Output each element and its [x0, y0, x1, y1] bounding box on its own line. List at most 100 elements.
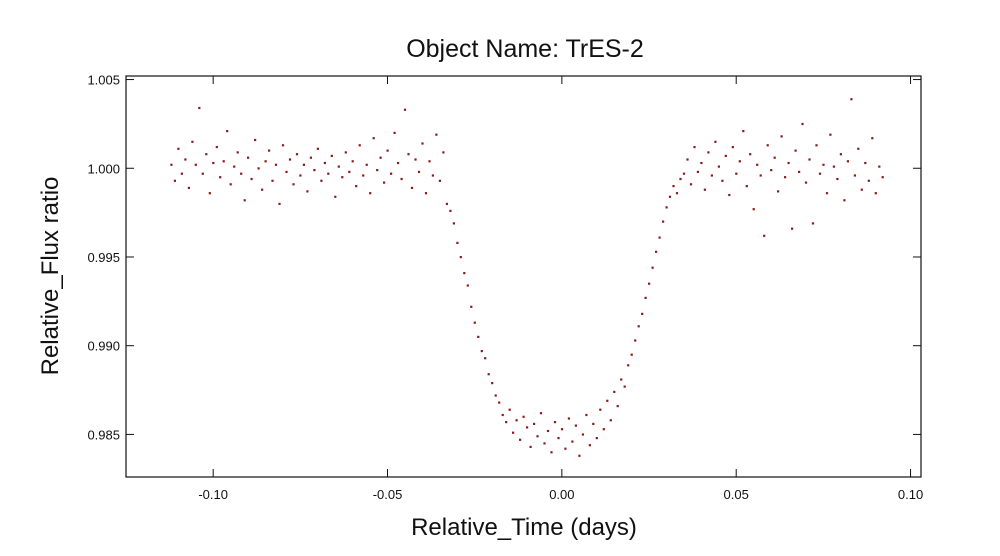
- data-point: [574, 424, 577, 427]
- data-point: [724, 154, 727, 157]
- data-point: [355, 185, 358, 188]
- data-point: [362, 174, 365, 177]
- data-point: [557, 437, 560, 440]
- data-point: [452, 222, 455, 225]
- data-point: [376, 169, 379, 172]
- data-point: [630, 353, 633, 356]
- data-point: [822, 163, 825, 166]
- data-point: [187, 186, 190, 189]
- data-point: [526, 426, 529, 429]
- data-point: [853, 174, 856, 177]
- data-point: [829, 133, 832, 136]
- data-point: [271, 179, 274, 182]
- data-point: [330, 154, 333, 157]
- data-point: [763, 234, 766, 237]
- data-point: [752, 208, 755, 211]
- data-point: [473, 321, 476, 324]
- data-point: [198, 106, 201, 110]
- data-point: [393, 131, 396, 134]
- data-point: [735, 172, 738, 175]
- data-point: [170, 163, 173, 166]
- data-point: [173, 179, 176, 182]
- data-point: [348, 170, 351, 173]
- data-point: [878, 165, 881, 168]
- data-point: [278, 202, 281, 205]
- data-point: [804, 181, 808, 184]
- data-point: [484, 357, 487, 360]
- data-point: [522, 415, 525, 418]
- x-tick-label: -0.10: [198, 487, 228, 502]
- data-point: [546, 429, 550, 433]
- data-point: [867, 179, 870, 182]
- data-point: [686, 158, 689, 161]
- data-point: [564, 447, 567, 450]
- x-tick-label: 0.00: [549, 487, 574, 502]
- data-point: [592, 422, 595, 425]
- data-point: [240, 172, 243, 175]
- data-point: [383, 181, 386, 184]
- data-point: [682, 172, 686, 175]
- data-point: [247, 156, 250, 159]
- data-point: [449, 209, 452, 212]
- data-point: [463, 272, 466, 275]
- data-point: [609, 419, 612, 422]
- data-point: [428, 160, 431, 163]
- data-point: [641, 312, 644, 315]
- data-point: [421, 142, 424, 145]
- data-point: [285, 170, 288, 173]
- data-point: [212, 161, 215, 165]
- data-point: [295, 153, 299, 156]
- data-point: [344, 151, 347, 154]
- data-point: [390, 172, 393, 175]
- y-tick-label: 0.990: [87, 339, 120, 354]
- data-point: [717, 165, 720, 168]
- data-point: [864, 161, 867, 165]
- data-point: [519, 438, 522, 441]
- data-point: [689, 183, 693, 186]
- data-point: [424, 192, 428, 195]
- data-point: [745, 185, 748, 188]
- data-point: [850, 98, 853, 101]
- data-point: [749, 153, 752, 156]
- data-point: [581, 433, 584, 436]
- data-point: [316, 147, 319, 150]
- data-point: [302, 163, 305, 166]
- data-point: [288, 158, 292, 161]
- data-point: [470, 305, 473, 308]
- data-point: [759, 174, 762, 177]
- data-point: [442, 151, 445, 154]
- data-point: [780, 135, 783, 138]
- data-point: [832, 165, 835, 168]
- data-point: [613, 390, 616, 393]
- data-point: [494, 394, 497, 397]
- data-point: [808, 158, 811, 161]
- data-point: [553, 421, 557, 424]
- chart-title: Object Name: TrES-2: [406, 35, 644, 63]
- data-point: [672, 185, 675, 188]
- data-point: [208, 192, 211, 195]
- data-point: [431, 174, 434, 177]
- y-axis: 0.985 0.990 0.995 1.000 1.005: [87, 73, 921, 442]
- data-point: [696, 170, 699, 173]
- data-point: [341, 176, 344, 179]
- data-point: [651, 266, 654, 269]
- data-point: [846, 160, 849, 163]
- data-point: [306, 190, 309, 193]
- data-point: [595, 437, 598, 440]
- data-point: [710, 174, 713, 177]
- data-point: [578, 454, 581, 457]
- data-point: [634, 339, 637, 342]
- data-series: [170, 98, 884, 457]
- x-tick-label: 0.10: [898, 487, 923, 502]
- data-point: [620, 378, 623, 381]
- data-point: [508, 408, 511, 411]
- data-point: [801, 122, 804, 126]
- data-point: [637, 325, 640, 328]
- data-point: [794, 149, 797, 152]
- data-point: [543, 442, 546, 445]
- data-point: [777, 190, 780, 193]
- data-point: [229, 183, 232, 186]
- data-point: [766, 144, 769, 147]
- data-point: [606, 399, 609, 402]
- data-point: [512, 431, 515, 434]
